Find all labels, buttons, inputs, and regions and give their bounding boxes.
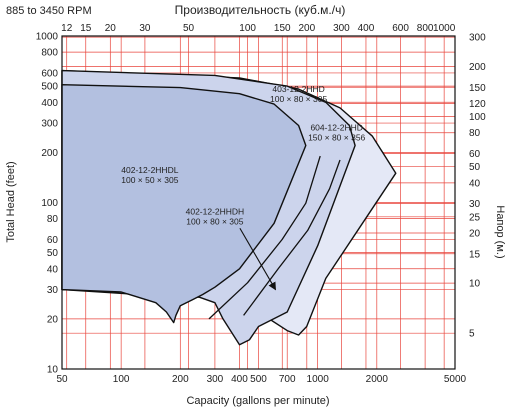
- right-tick-label: 200: [469, 62, 486, 73]
- interior-curves: [208, 155, 341, 320]
- region-label-size: 100 × 80 × 305: [270, 94, 327, 104]
- x-tick-label: 100: [113, 374, 130, 385]
- right-tick-label: 120: [469, 99, 486, 110]
- top-tick-label: 15: [80, 23, 92, 34]
- annotation-name: 402-12-2HHDH: [186, 206, 245, 216]
- y-tick-label: 60: [47, 235, 59, 246]
- y-tick-label: 400: [41, 98, 58, 109]
- top-tick-label: 800: [417, 23, 434, 34]
- right-tick-label: 10: [469, 279, 481, 290]
- curve-604-12-2hhd-inner: [243, 159, 341, 316]
- y-tick-label: 800: [41, 48, 58, 59]
- speed-note: 885 to 3450 RPM: [6, 5, 92, 17]
- y-tick-label: 80: [47, 214, 59, 225]
- plot-frame: [61, 35, 456, 370]
- right-tick-label: 5: [469, 329, 475, 340]
- y-tick-label: 50: [47, 248, 59, 259]
- region-label-name: 403-12-2HHD: [272, 84, 324, 94]
- tick-labels: 50 100 200 300 400 500 700 1000 2000 500010203040…: [36, 23, 486, 385]
- x-tick-label: 50: [56, 374, 68, 385]
- x-tick-label: 300: [207, 374, 224, 385]
- x-tick-label: 5000: [444, 374, 467, 385]
- top-tick-label: 200: [298, 23, 315, 34]
- top-tick-label: 600: [392, 23, 409, 34]
- right-tick-label: 100: [469, 112, 486, 123]
- right-tick-label: 300: [469, 33, 486, 44]
- y-tick-label: 300: [41, 119, 58, 130]
- right-tick-label: 40: [469, 178, 481, 189]
- y-tick-label: 600: [41, 68, 58, 79]
- annotation-size: 100 × 80 × 305: [186, 216, 243, 226]
- region-label-size: 100 × 50 × 305: [121, 175, 178, 185]
- y-tick-label: 30: [47, 285, 59, 296]
- right-tick-label: 80: [469, 128, 481, 139]
- right-tick-label: 20: [469, 228, 481, 239]
- top-tick-label: 20: [105, 23, 117, 34]
- right-tick-label: 30: [469, 199, 481, 210]
- top-tick-label: 150: [274, 23, 291, 34]
- y-tick-label: 500: [41, 82, 58, 93]
- region-402-12-2hhdl: [61, 84, 307, 324]
- region-label-name: 402-12-2HHDL: [121, 165, 178, 175]
- top-tick-label: 12: [61, 23, 73, 34]
- y-tick-label: 100: [41, 198, 58, 209]
- top-tick-label: 100: [239, 23, 256, 34]
- y-tick-label: 20: [47, 314, 59, 325]
- y-axis-title-left: Total Head (feet): [5, 161, 17, 242]
- y-tick-label: 1000: [36, 32, 59, 43]
- x-tick-label: 700: [279, 374, 296, 385]
- x-tick-label: 400: [231, 374, 248, 385]
- y-axis-title-right: Напор (м.): [494, 205, 506, 258]
- top-tick-label: 1000: [433, 23, 456, 34]
- annotation-arrow: [239, 227, 276, 291]
- right-tick-label: 15: [469, 249, 481, 260]
- curve-402-12-2hhdh: [208, 155, 321, 320]
- top-axis-title: Производительность (куб.м./ч): [175, 3, 346, 17]
- right-tick-label: 50: [469, 162, 481, 173]
- x-tick-label: 500: [250, 374, 267, 385]
- y-tick-label: 10: [47, 365, 59, 376]
- top-tick-label: 50: [183, 23, 195, 34]
- top-tick-label: 30: [139, 23, 151, 34]
- y-tick-label: 200: [41, 148, 58, 159]
- right-tick-label: 150: [469, 83, 486, 94]
- right-tick-label: 25: [469, 212, 481, 223]
- region-label-name: 604-12-2HHD: [310, 123, 362, 133]
- x-axis-title: Capacity (gallons per minute): [186, 395, 329, 407]
- x-tick-label: 200: [172, 374, 189, 385]
- top-tick-label: 300: [333, 23, 350, 34]
- region-label-size: 150 × 80 × 356: [308, 133, 365, 143]
- x-tick-label: 2000: [366, 374, 389, 385]
- performance-regions: [61, 69, 397, 346]
- right-tick-label: 60: [469, 149, 481, 160]
- y-tick-label: 40: [47, 264, 59, 275]
- x-tick-label: 1000: [307, 374, 330, 385]
- top-tick-label: 400: [358, 23, 375, 34]
